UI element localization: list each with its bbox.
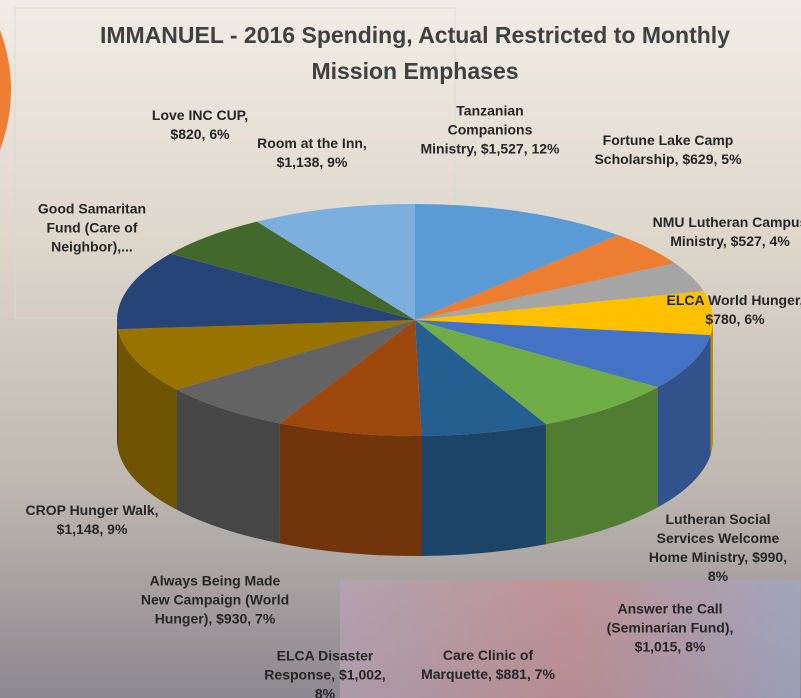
data-label: NMU Lutheran Campus Ministry, $527, 4% bbox=[650, 213, 801, 251]
pie-slice-side bbox=[280, 423, 422, 556]
chart bbox=[0, 0, 801, 698]
data-label: Lutheran Social Services Welcome Home Mi… bbox=[648, 510, 788, 586]
data-label: Fortune Lake Camp Scholarship, $629, 5% bbox=[593, 131, 743, 169]
chart-title: IMMANUEL - 2016 Spending, Actual Restric… bbox=[95, 18, 735, 89]
pie-slice-side bbox=[710, 320, 713, 455]
data-label: ELCA Disaster Response, $1,002, 8% bbox=[255, 647, 395, 698]
data-label: Room at the Inn, $1,138, 9% bbox=[242, 134, 382, 172]
data-label: ELCA World Hunger, $780, 6% bbox=[665, 291, 801, 329]
pie bbox=[117, 204, 713, 556]
data-label: Care Clinic of Marquette, $881, 7% bbox=[413, 646, 563, 684]
data-label: Tanzanian Companions Ministry, $1,527, 1… bbox=[420, 102, 560, 159]
data-label: Always Being Made New Campaign (World Hu… bbox=[140, 572, 290, 629]
data-label: CROP Hunger Walk, $1,148, 9% bbox=[17, 501, 167, 539]
page: IMMANUEL - 2016 Spending, Actual Restric… bbox=[0, 0, 801, 698]
data-label: Answer the Call (Seminarian Fund), $1,01… bbox=[590, 600, 750, 657]
pie-slice-side bbox=[117, 320, 118, 449]
data-label: Good Samaritan Fund (Care of Neighbor),.… bbox=[37, 200, 147, 257]
pie-slice-side bbox=[422, 424, 546, 556]
